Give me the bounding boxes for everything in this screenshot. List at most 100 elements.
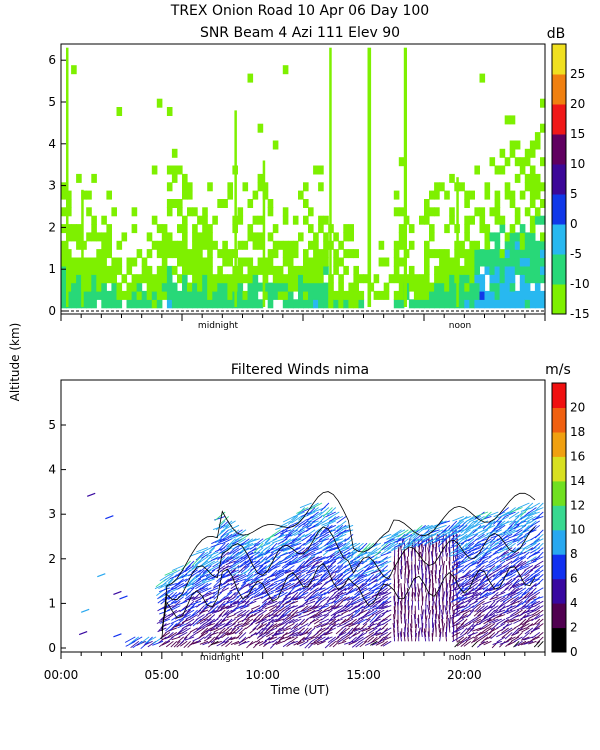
wind-barb-405 xyxy=(229,551,240,560)
wind-barb-2126 xyxy=(487,582,496,592)
wind-barb-2048 xyxy=(477,578,485,587)
wind-barb-2299 xyxy=(511,578,520,587)
wind-barb-1742 xyxy=(441,615,444,624)
wind-barb-663 xyxy=(271,556,281,565)
wind-barb-2464 xyxy=(530,565,541,571)
wind-barb-1563 xyxy=(414,583,416,593)
wind-barb-2204 xyxy=(494,538,506,545)
snr-cell-10 xyxy=(61,190,67,200)
wind-barb-98 xyxy=(179,636,188,645)
wind-barb-2008 xyxy=(467,520,478,530)
wind-barb-439 xyxy=(236,614,247,621)
wind-barb-1209 xyxy=(346,600,357,607)
snr-cell-406 xyxy=(298,265,304,275)
wind-barb-224 xyxy=(201,582,212,590)
wind-barb-1302 xyxy=(365,632,375,638)
wind-barb-1078 xyxy=(326,516,337,526)
snr-cell-442 xyxy=(318,265,324,275)
snr-x-axis xyxy=(60,314,546,321)
wind-barb-782 xyxy=(288,556,299,564)
wind-barb-366 xyxy=(228,627,236,635)
wind-barb-609 xyxy=(264,605,274,610)
wind-barb-190 xyxy=(194,556,205,566)
wind-barb-446 xyxy=(235,578,247,583)
wind-barb-2404 xyxy=(524,600,534,609)
wind-barb-179 xyxy=(196,618,205,625)
wind-barb-364 xyxy=(227,636,236,641)
snr-cell-518 xyxy=(398,290,405,300)
wind-barb-318 xyxy=(220,618,229,624)
wind-barb-519 xyxy=(252,623,261,631)
wind-barb-1229 xyxy=(351,609,361,618)
wind-barb-1241 xyxy=(349,542,361,550)
snr-colorbar-label-3: 10 xyxy=(570,157,585,171)
wind-barb-610 xyxy=(264,600,274,605)
wind-barb-2432 xyxy=(528,587,537,596)
snr-colorbar-swatch-1 xyxy=(552,254,566,285)
snr-cell-697 xyxy=(499,282,506,292)
wind-barb-1323 xyxy=(367,609,378,617)
wind-barb-480 xyxy=(245,618,254,625)
wind-barb-1255 xyxy=(354,569,364,578)
snr-cell-659 xyxy=(479,207,486,217)
wind-barb-1778 xyxy=(444,547,447,557)
wind-barb-988 xyxy=(315,596,326,603)
wind-barb-1107 xyxy=(335,627,344,635)
wind-barb-2138 xyxy=(490,627,499,633)
snr-cell-1 xyxy=(61,290,67,300)
wind-barb-2066 xyxy=(480,627,489,634)
wind-barb-351 xyxy=(223,591,233,599)
wind-barb-112 xyxy=(183,640,191,649)
wind-barb-886 xyxy=(302,551,312,558)
wind-barb-1198 xyxy=(344,533,354,542)
snr-cell-87 xyxy=(106,299,112,309)
wind-barb-1128 xyxy=(331,515,343,523)
snr-cell-93 xyxy=(106,232,112,242)
snr-cell-355 xyxy=(267,299,274,309)
snr-cell-809 xyxy=(540,257,546,267)
wind-barb-2440 xyxy=(524,547,537,553)
wind-barb-2156 xyxy=(487,542,499,550)
snr-cell-9 xyxy=(61,207,67,217)
snr-cell-786 xyxy=(529,173,536,183)
wind-barb-1465 xyxy=(386,533,399,540)
wind-barb-1752 xyxy=(442,561,445,570)
wind-barb-434 xyxy=(238,636,247,644)
wind-barb-1061 xyxy=(325,600,336,606)
snr-cell-471 xyxy=(338,290,344,300)
wind-barb-392 xyxy=(231,618,240,626)
snr-cell-782 xyxy=(529,215,536,225)
snr-cell-222 xyxy=(187,182,193,192)
wind-barb-565 xyxy=(258,609,267,617)
wind-barb-72 xyxy=(170,618,181,625)
snr-cell-469 xyxy=(333,232,339,242)
wind-barb-2284 xyxy=(504,511,516,517)
wind-barb-194 xyxy=(200,627,209,635)
wind-barb-967 xyxy=(312,573,323,580)
wind-barb-2342 xyxy=(510,507,523,513)
wind-barb-1322 xyxy=(369,614,378,623)
wind-colorbar-label-8: 4 xyxy=(570,596,578,610)
wind-barb-2183 xyxy=(499,640,506,648)
snr-cell-332 xyxy=(252,274,259,284)
wind-barb-2437 xyxy=(525,560,537,566)
wind-barb-1215 xyxy=(347,569,357,579)
wind-barb-1990 xyxy=(469,605,478,613)
snr-cell-173 xyxy=(166,240,173,250)
snr-cell-81 xyxy=(101,265,107,275)
wind-barb-42 xyxy=(165,640,174,648)
snr-cell-279 xyxy=(222,299,228,309)
wind-barb-2286 xyxy=(513,640,520,648)
wind-barb-626 xyxy=(270,632,278,640)
wind-barb-860 xyxy=(298,565,309,570)
wind-barb-isolated-7 xyxy=(113,633,122,638)
wind-barb-2187 xyxy=(496,623,506,629)
wind-barb-1477 xyxy=(401,565,403,575)
snr-cell-251 xyxy=(202,232,208,242)
snr-cell-784 xyxy=(529,190,536,200)
snr-cell-591 xyxy=(444,190,450,200)
snr-cell-66 xyxy=(91,232,97,242)
wind-barb-1027 xyxy=(318,507,330,516)
wind-barb-396 xyxy=(232,591,240,600)
